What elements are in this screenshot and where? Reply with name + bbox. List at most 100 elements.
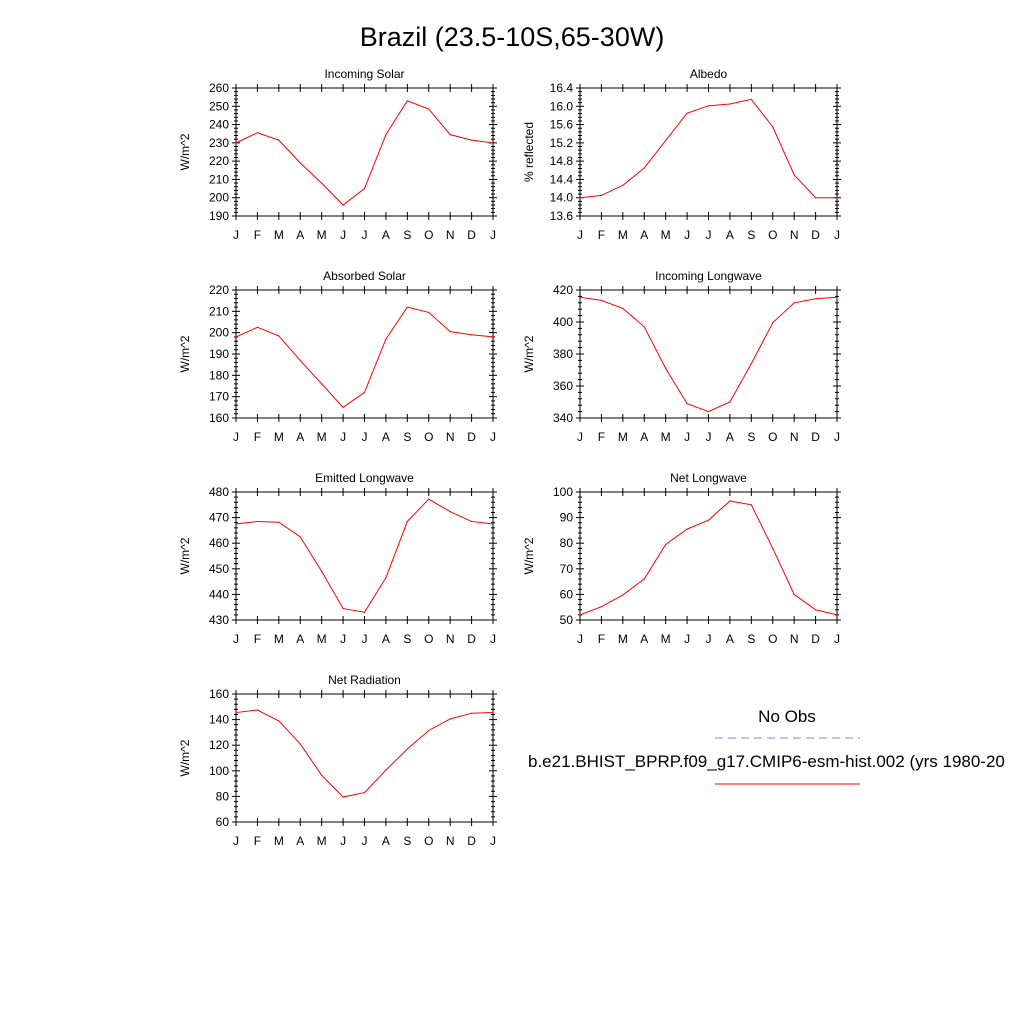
x-tick-label: J — [577, 228, 583, 242]
x-tick-label: M — [274, 632, 284, 646]
data-point — [278, 139, 280, 141]
series-line — [235, 498, 494, 613]
data-point — [363, 791, 366, 794]
data-point — [299, 359, 301, 361]
y-tick-label: 160 — [209, 687, 229, 701]
x-tick-label: M — [618, 632, 628, 646]
y-tick-label: 15.2 — [550, 136, 574, 150]
x-tick-label: J — [233, 228, 239, 242]
x-tick-label: M — [317, 834, 327, 848]
y-tick-label: 440 — [209, 587, 229, 601]
data-point — [385, 769, 387, 771]
data-point — [643, 167, 645, 169]
panel-5: Emitted Longwave W/m^2 430 440 450 460 470 480 J… — [178, 471, 497, 646]
y-tick-label: 210 — [209, 304, 229, 318]
x-tick-label: J — [684, 228, 690, 242]
data-point — [406, 306, 408, 308]
data-point — [772, 126, 774, 128]
data-point — [686, 112, 688, 114]
x-tick-label: F — [254, 430, 261, 444]
data-point — [321, 383, 323, 385]
data-point — [278, 521, 280, 523]
data-point — [729, 500, 731, 502]
y-tick-label: 100 — [209, 764, 229, 778]
data-point — [299, 743, 301, 745]
data-point — [750, 98, 752, 101]
data-point — [342, 406, 344, 408]
x-tick-label: J — [490, 228, 496, 242]
x-tick-label: J — [706, 430, 712, 444]
series-line — [579, 98, 837, 199]
x-tick-label: D — [467, 632, 476, 646]
legend-model-label: b.e21.BHIST_BPRP.f09_g17.CMIP6-esm-hist.… — [528, 752, 1005, 771]
x-tick-label: J — [490, 632, 496, 646]
data-point — [707, 519, 710, 521]
y-tick-label: 200 — [209, 191, 229, 205]
series-line — [235, 100, 494, 206]
x-tick-label: J — [340, 430, 346, 444]
panel-title: Absorbed Solar — [323, 269, 406, 283]
data-point — [665, 367, 667, 369]
data-point — [814, 609, 817, 611]
x-tick-label: M — [317, 632, 327, 646]
data-point — [793, 302, 795, 304]
x-tick-label: J — [490, 430, 496, 444]
data-point — [750, 363, 752, 365]
x-tick-label: F — [254, 834, 261, 848]
data-point — [707, 411, 710, 413]
y-tick-label: 60 — [216, 815, 230, 829]
x-tick-label: O — [424, 834, 433, 848]
data-point — [256, 709, 259, 711]
y-tick-label: 380 — [553, 347, 573, 361]
data-point — [428, 729, 430, 732]
data-point — [793, 174, 795, 176]
data-point — [235, 142, 237, 144]
y-tick-label: 220 — [209, 283, 229, 297]
data-point — [428, 498, 430, 500]
y-tick-label: 100 — [553, 485, 573, 499]
data-point — [321, 570, 323, 572]
x-tick-label: S — [403, 430, 411, 444]
figure-title: Brazil (23.5-10S,65-30W) — [360, 22, 665, 52]
x-tick-label: A — [640, 632, 648, 646]
data-point — [363, 611, 366, 613]
x-tick-label: J — [577, 430, 583, 444]
y-tick-label: 50 — [560, 613, 574, 627]
x-tick-label: J — [577, 632, 583, 646]
x-tick-label: J — [340, 632, 346, 646]
x-tick-label: A — [382, 430, 390, 444]
x-tick-label: S — [747, 430, 755, 444]
x-tick-label: A — [296, 228, 304, 242]
data-point — [665, 543, 667, 546]
y-tick-label: 14.0 — [550, 191, 574, 205]
x-tick-label: M — [317, 430, 327, 444]
data-point — [256, 520, 259, 523]
y-tick-label: 13.6 — [550, 209, 574, 223]
data-point — [278, 720, 280, 722]
x-tick-label: D — [811, 228, 820, 242]
x-tick-label: M — [274, 228, 284, 242]
x-tick-label: A — [382, 632, 390, 646]
x-tick-label: J — [362, 228, 368, 242]
y-tick-label: 260 — [209, 81, 229, 95]
x-tick-label: J — [684, 632, 690, 646]
series-line — [579, 500, 838, 616]
y-tick-label: 80 — [560, 536, 574, 550]
x-tick-label: J — [834, 228, 840, 242]
y-tick-label: 400 — [553, 315, 573, 329]
data-point — [665, 139, 667, 142]
x-tick-label: J — [362, 632, 368, 646]
x-tick-label: J — [362, 834, 368, 848]
data-point — [836, 296, 838, 298]
panel-1: Incoming Solar W/m^2 190 200 210 220 230 240 250… — [178, 67, 497, 242]
data-point — [406, 520, 408, 523]
plot-frame — [579, 491, 838, 621]
data-point — [278, 335, 280, 337]
data-point — [235, 711, 237, 714]
data-point — [836, 614, 838, 616]
data-point — [707, 105, 710, 107]
y-tick-label: 420 — [553, 283, 573, 297]
data-point — [406, 748, 408, 750]
